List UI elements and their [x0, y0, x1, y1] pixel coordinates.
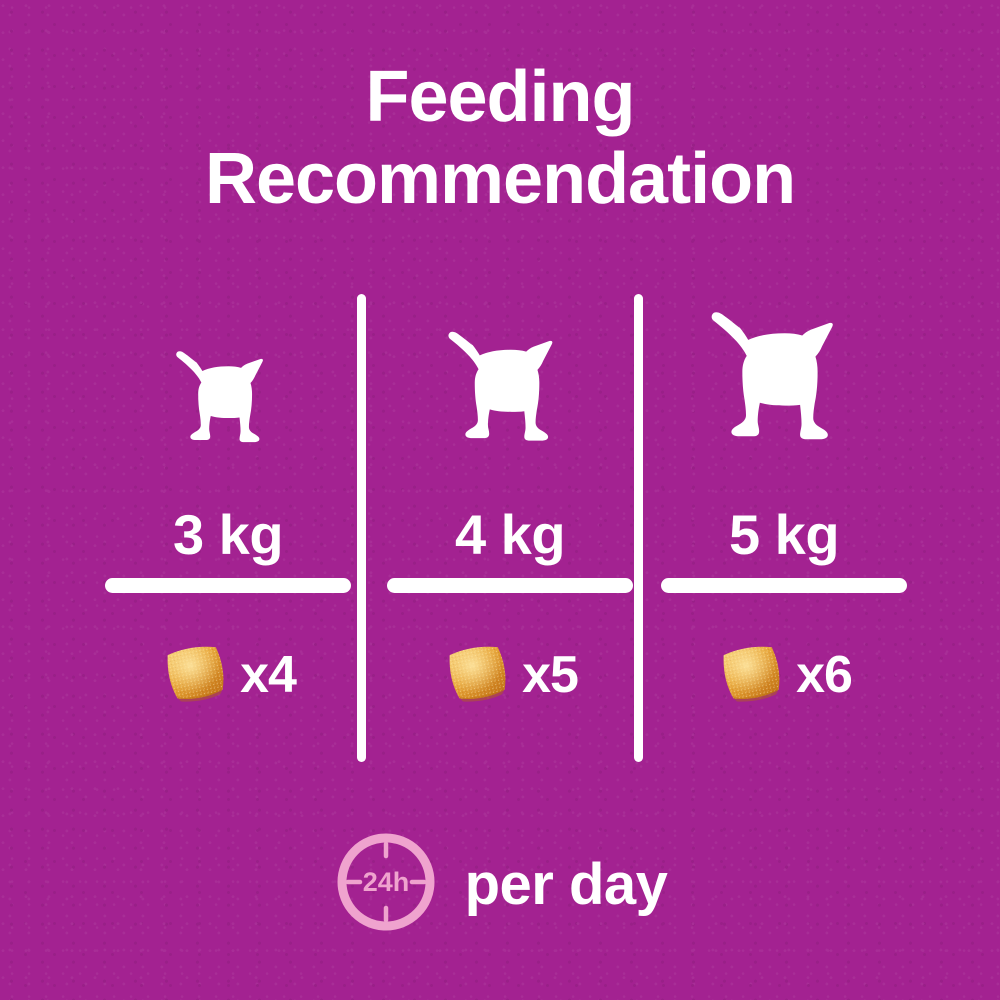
clock-label: 24h: [362, 867, 409, 897]
per-day-footer: 24h per day: [0, 822, 1000, 942]
kibble-icon: [167, 646, 224, 702]
column-rule: [661, 578, 907, 593]
kibble-count: x4: [240, 646, 297, 704]
per-day-label: per day: [464, 852, 668, 917]
weight-label: 4 kg: [454, 503, 566, 566]
weight-label: 5 kg: [728, 503, 840, 566]
kibble-icon: [449, 646, 506, 702]
kibble-icon: [723, 646, 780, 702]
kibble-row: x4: [96, 628, 360, 718]
cat-silhouette-icon: [652, 268, 916, 448]
cat-silhouette-icon: [96, 268, 360, 448]
column-divider-1: [357, 294, 366, 762]
cat-silhouette-icon: [378, 268, 642, 448]
kibble-count: x6: [796, 646, 853, 704]
weight-label: 3 kg: [172, 503, 284, 566]
feeding-column: 3 kg: [96, 290, 360, 740]
column-divider-2: [634, 294, 643, 762]
clock-24h-icon: 24h: [337, 833, 435, 931]
column-rule: [105, 578, 351, 593]
feeding-column: 5 kg x6: [652, 290, 916, 740]
title-line-2: Recommendation: [204, 139, 796, 220]
kibble-row: x6: [652, 628, 916, 718]
title-line-1: Feeding: [365, 57, 635, 137]
column-rule: [387, 578, 633, 593]
kibble-row: x5: [378, 628, 642, 718]
feeding-column: 4 kg x5: [378, 290, 642, 740]
kibble-count: x5: [522, 646, 579, 704]
page-title: Feeding Recommendation: [0, 56, 1000, 220]
